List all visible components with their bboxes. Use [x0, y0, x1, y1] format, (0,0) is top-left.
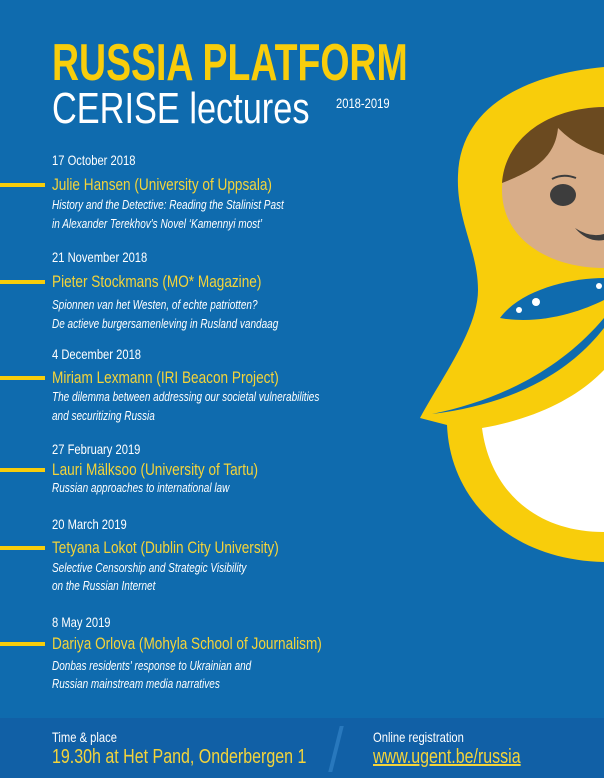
accent-bar: [0, 642, 45, 646]
lecture-title-line: The dilemma between addressing our socie…: [52, 390, 386, 404]
registration-label-text: Online registration: [373, 729, 464, 745]
doll-mouth: [575, 228, 604, 241]
registration-link-text[interactable]: www.ugent.be/russia: [373, 746, 521, 768]
lecture-speaker: Julie Hansen (University of Uppsala): [52, 175, 327, 195]
speaker-text: Julie Hansen (University of Uppsala): [52, 175, 272, 194]
accent-bar: [0, 468, 45, 472]
lecture-title-line: Russian mainstream media narratives: [52, 677, 262, 691]
title-line-text: The dilemma between addressing our socie…: [52, 390, 320, 404]
scarf-dot: [596, 283, 602, 289]
time-place-value: 19.30h at Het Pand, Onderbergen 1: [52, 746, 370, 769]
lecture-speaker: Lauri Mälksoo (University of Tartu): [52, 460, 310, 480]
scarf-dot: [516, 307, 522, 313]
speaker-text: Lauri Mälksoo (University of Tartu): [52, 460, 259, 479]
accent-bar: [0, 546, 45, 550]
registration-label: Online registration: [373, 729, 487, 745]
date-text: 8 May 2019: [52, 614, 111, 630]
lecture-date: 27 February 2019: [52, 441, 163, 457]
lecture-date: 17 October 2018: [52, 152, 156, 168]
doll-apron: [482, 370, 604, 532]
lecture-title-line: Selective Censorship and Strategic Visib…: [52, 561, 295, 575]
lecture-title-line: in Alexander Terekhov's Novel ‘Kamennyi …: [52, 217, 315, 231]
title-line-text: Spionnen van het Westen, of echte patrio…: [52, 298, 258, 312]
registration-link[interactable]: www.ugent.be/russia: [373, 746, 558, 769]
speaker-text: Dariya Orlova (Mohyla School of Journali…: [52, 634, 322, 653]
page-title: RUSSIA PLATFORM: [52, 33, 546, 93]
time-place-label: Time & place: [52, 729, 133, 745]
title-line-text: Russian mainstream media narratives: [52, 677, 220, 691]
subtitle-text: CERISE lectures: [52, 84, 310, 133]
page-subtitle: CERISE lectures: [52, 84, 382, 134]
lecture-title-line: Donbas residents' response to Ukrainian …: [52, 659, 301, 673]
title-line-text: De actieve burgersamenleving in Rusland …: [52, 317, 279, 331]
lecture-date: 20 March 2019: [52, 516, 145, 532]
lecture-speaker: Tetyana Lokot (Dublin City University): [52, 538, 335, 558]
date-text: 27 February 2019: [52, 441, 141, 457]
title-line-text: History and the Detective: Reading the S…: [52, 198, 284, 212]
lecture-speaker: Pieter Stockmans (MO* Magazine): [52, 272, 314, 292]
lecture-title-line: on the Russian Internet: [52, 579, 181, 593]
title-line-text: in Alexander Terekhov's Novel ‘Kamennyi …: [52, 217, 263, 231]
title-text: RUSSIA PLATFORM: [52, 34, 408, 92]
title-line-text: on the Russian Internet: [52, 579, 156, 593]
lecture-date: 4 December 2018: [52, 346, 163, 362]
time-label-text: Time & place: [52, 729, 117, 745]
title-line-text: and securitizing Russia: [52, 409, 155, 423]
doll-eye: [550, 184, 576, 206]
date-text: 17 October 2018: [52, 152, 136, 168]
lecture-date: 21 November 2018: [52, 249, 171, 265]
lecture-speaker: Dariya Orlova (Mohyla School of Journali…: [52, 634, 389, 654]
years-text: 2018-2019: [336, 95, 390, 111]
title-line-text: Russian approaches to international law: [52, 481, 230, 495]
scarf-dot: [532, 298, 540, 306]
accent-bar: [0, 280, 45, 284]
speaker-text: Tetyana Lokot (Dublin City University): [52, 538, 279, 557]
date-text: 21 November 2018: [52, 249, 148, 265]
time-value-text: 19.30h at Het Pand, Onderbergen 1: [52, 746, 307, 768]
title-line-text: Donbas residents' response to Ukrainian …: [52, 659, 252, 673]
speaker-text: Pieter Stockmans (MO* Magazine): [52, 272, 262, 291]
speaker-text: Miriam Lexmann (IRI Beacon Project): [52, 368, 279, 387]
date-text: 20 March 2019: [52, 516, 127, 532]
lecture-title-line: De actieve burgersamenleving in Rusland …: [52, 317, 335, 331]
title-line-text: Selective Censorship and Strategic Visib…: [52, 561, 247, 575]
lecture-title-line: Russian approaches to international law: [52, 481, 274, 495]
footer: [0, 718, 604, 778]
accent-bar: [0, 376, 45, 380]
lecture-speaker: Miriam Lexmann (IRI Beacon Project): [52, 368, 335, 388]
doll-scarf: [500, 278, 604, 320]
lecture-title-line: History and the Detective: Reading the S…: [52, 198, 342, 212]
season-years: 2018-2019: [336, 95, 403, 111]
lecture-date: 8 May 2019: [52, 614, 125, 630]
doll-hair: [502, 107, 604, 183]
lecture-title-line: and securitizing Russia: [52, 409, 181, 423]
doll-eyebrow: [551, 174, 577, 180]
lecture-title-line: Spionnen van het Westen, of echte patrio…: [52, 298, 309, 312]
date-text: 4 December 2018: [52, 346, 142, 362]
accent-bar: [0, 183, 45, 187]
